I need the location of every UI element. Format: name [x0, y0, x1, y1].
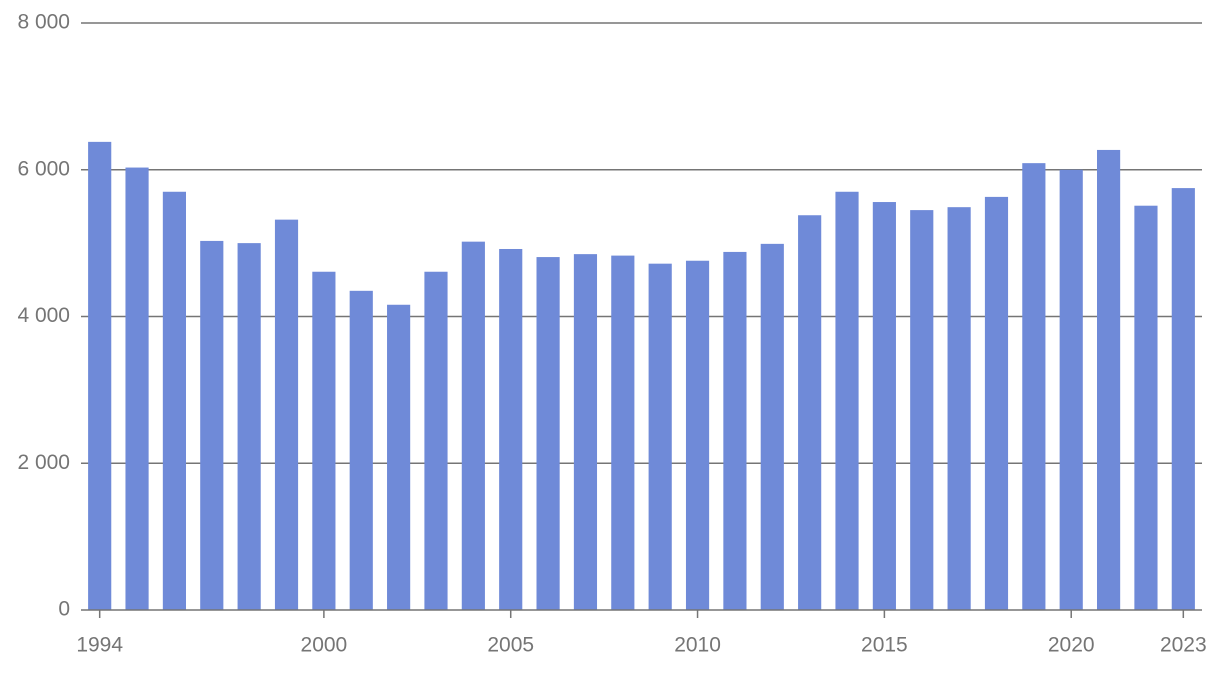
bar	[424, 271, 448, 610]
bar	[1022, 163, 1046, 611]
bar	[984, 196, 1009, 610]
bar	[536, 257, 560, 610]
bar	[685, 260, 710, 610]
bar	[573, 254, 598, 610]
x-tick-label: 2005	[487, 634, 534, 657]
bar	[648, 263, 672, 610]
bar	[237, 243, 261, 610]
bar	[611, 255, 635, 610]
bar	[1059, 169, 1083, 610]
bar	[872, 202, 896, 610]
bar	[1096, 149, 1121, 610]
bar	[1134, 205, 1158, 611]
bar	[760, 243, 784, 610]
bar	[723, 251, 747, 610]
x-tick-label: 2010	[674, 634, 721, 657]
x-tick-label: 2020	[1048, 634, 1095, 657]
x-tick-label: 2015	[861, 634, 908, 657]
bar	[162, 191, 187, 610]
bar	[200, 240, 224, 610]
bar	[274, 219, 299, 610]
bar	[947, 207, 971, 610]
bar	[910, 210, 934, 610]
x-tick-label: 1994	[76, 634, 123, 657]
bar	[387, 304, 411, 610]
bar	[835, 191, 859, 610]
bar	[125, 167, 149, 610]
bar	[461, 241, 485, 610]
bar	[798, 215, 822, 610]
x-tick-label: 2023	[1160, 634, 1207, 657]
y-tick-label: 6 000	[17, 157, 70, 180]
y-tick-label: 2 000	[17, 451, 70, 474]
y-tick-label: 0	[58, 598, 70, 621]
bar	[88, 141, 112, 610]
bar	[312, 271, 336, 610]
bar	[1171, 188, 1195, 610]
x-tick-label: 2000	[301, 634, 348, 657]
bar	[499, 248, 523, 610]
y-tick-label: 4 000	[17, 304, 70, 327]
y-tick-label: 8 000	[17, 11, 70, 34]
bar	[349, 290, 373, 610]
